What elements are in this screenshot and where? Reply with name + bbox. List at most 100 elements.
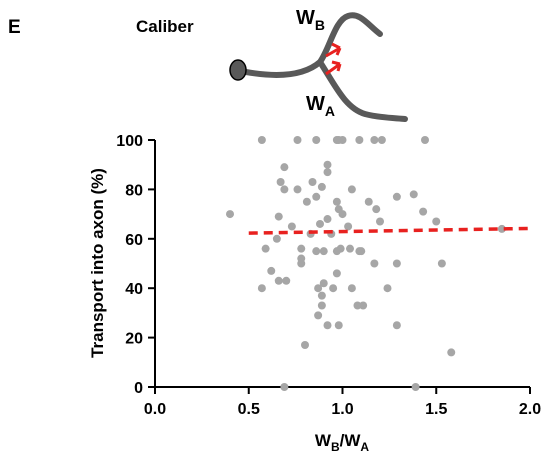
point <box>314 311 323 320</box>
point <box>409 190 418 199</box>
x-label-part: /W <box>340 431 362 450</box>
wb-sub: B <box>315 17 325 33</box>
point <box>359 301 368 310</box>
wb-main: W <box>296 7 315 29</box>
diagram-title: Caliber <box>136 17 194 36</box>
point <box>419 207 428 216</box>
point <box>293 185 302 194</box>
point <box>257 284 266 293</box>
y-tick-label: 0 <box>134 380 143 397</box>
x-tick-label: 1.0 <box>331 401 353 418</box>
x-tick-label: 1.5 <box>425 401 447 418</box>
x-label-part: A <box>360 440 369 454</box>
point <box>280 163 289 172</box>
point <box>421 136 429 144</box>
point <box>392 259 401 268</box>
point <box>411 383 420 391</box>
y-tick-label: 20 <box>125 331 143 348</box>
arrow-wa <box>325 60 342 76</box>
y-tick-label: 60 <box>125 232 143 249</box>
point <box>276 177 285 186</box>
point <box>274 276 283 285</box>
point <box>312 192 321 201</box>
point <box>346 244 354 253</box>
point <box>334 321 343 330</box>
point <box>280 383 289 391</box>
wb-label: WB <box>296 7 325 33</box>
point <box>338 210 347 219</box>
point <box>437 259 446 268</box>
point <box>274 212 283 221</box>
point <box>272 234 281 243</box>
point <box>316 219 324 228</box>
point <box>323 215 332 224</box>
y-tick-label: 80 <box>125 182 143 199</box>
point <box>370 136 379 144</box>
x-tick-label: 0.0 <box>144 401 166 418</box>
x-tick-label: 2.0 <box>519 401 541 418</box>
wa-main: W <box>306 93 325 115</box>
point <box>297 244 306 253</box>
point <box>261 244 270 253</box>
point <box>332 197 341 206</box>
point <box>364 197 373 206</box>
point <box>392 192 401 201</box>
y-tick-label: 40 <box>125 281 143 298</box>
point <box>323 168 332 177</box>
point <box>282 276 291 285</box>
point <box>376 217 384 226</box>
point <box>353 301 362 310</box>
point <box>383 284 392 293</box>
point <box>347 284 356 293</box>
point <box>297 259 306 268</box>
point <box>447 348 456 357</box>
point <box>280 185 289 194</box>
wa-label: WA <box>306 93 335 119</box>
point <box>344 222 353 231</box>
point <box>319 247 328 256</box>
point <box>226 210 234 219</box>
point <box>355 136 364 144</box>
point <box>302 197 311 206</box>
y-axis-label: Transport into axon (%) <box>88 168 107 358</box>
point <box>301 341 309 350</box>
point <box>323 321 332 330</box>
point <box>329 284 338 293</box>
point <box>287 222 296 231</box>
point <box>308 177 317 186</box>
point <box>392 321 401 330</box>
point <box>314 284 323 293</box>
x-label-part: W <box>315 431 332 450</box>
point <box>432 217 441 226</box>
point <box>312 136 321 144</box>
point <box>319 279 328 288</box>
panel-label: E <box>8 17 21 38</box>
point <box>293 136 302 144</box>
upper-branch <box>243 12 383 78</box>
lower-branch <box>317 59 408 122</box>
point <box>355 247 364 256</box>
y-tick-label: 100 <box>116 133 143 150</box>
point <box>372 205 381 214</box>
point <box>317 301 326 310</box>
point <box>377 136 386 144</box>
point <box>370 259 379 268</box>
point <box>317 291 326 300</box>
point <box>323 160 332 169</box>
point <box>347 185 356 194</box>
point <box>336 244 345 253</box>
point <box>317 182 326 191</box>
x-axis-label: WB/WA <box>315 431 370 454</box>
point <box>257 136 266 144</box>
wa-sub: A <box>325 103 335 119</box>
x-label-part: B <box>331 440 340 454</box>
point <box>267 266 276 275</box>
point <box>312 247 321 256</box>
diagram <box>229 12 408 122</box>
x-tick-label: 0.5 <box>238 401 260 418</box>
arrow-wb <box>325 42 342 58</box>
point <box>338 136 347 144</box>
point <box>497 224 506 233</box>
trend-line <box>248 226 531 235</box>
